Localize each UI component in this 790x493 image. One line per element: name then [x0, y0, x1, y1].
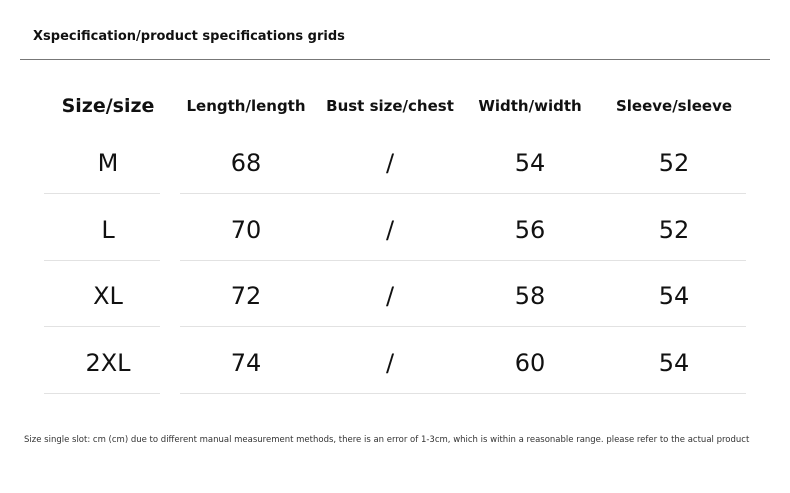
cell: 54	[514, 149, 546, 177]
column-header: Sleeve/sleeve	[615, 97, 733, 115]
cell: 68	[230, 149, 262, 177]
cell: /	[385, 348, 395, 377]
row-line	[44, 259, 160, 261]
row-line	[44, 326, 160, 327]
column-header: Size/size	[61, 95, 155, 117]
cell: 72	[230, 282, 262, 310]
column-header: Length/length	[186, 97, 306, 115]
cell: XL	[93, 282, 123, 310]
cell: M	[97, 149, 119, 177]
cell: /	[385, 215, 395, 244]
cell: 56	[514, 215, 546, 244]
divider	[20, 59, 770, 60]
cell: L	[101, 215, 115, 244]
column-header: Width/width	[478, 97, 582, 115]
row-line	[44, 193, 160, 194]
cell: 58	[514, 282, 546, 310]
cell: 52	[658, 215, 690, 244]
cell: 54	[658, 282, 690, 310]
cell: 74	[230, 348, 262, 377]
cell: /	[385, 149, 395, 177]
cell: 60	[514, 348, 546, 377]
cell: 70	[230, 215, 262, 244]
row-line	[44, 392, 160, 394]
row-line	[180, 326, 746, 327]
column-header: Bust size/chest	[326, 97, 454, 115]
cell: 2XL	[85, 348, 131, 377]
row-line	[180, 392, 746, 394]
cell: /	[385, 282, 395, 310]
cell: 52	[658, 149, 690, 177]
row-line	[180, 193, 746, 194]
title: Xspecification/product specifications gr…	[33, 29, 345, 44]
row-line	[180, 259, 746, 261]
footnote: Size single slot: cm (cm) due to differe…	[24, 435, 750, 445]
cell: 54	[658, 348, 690, 377]
